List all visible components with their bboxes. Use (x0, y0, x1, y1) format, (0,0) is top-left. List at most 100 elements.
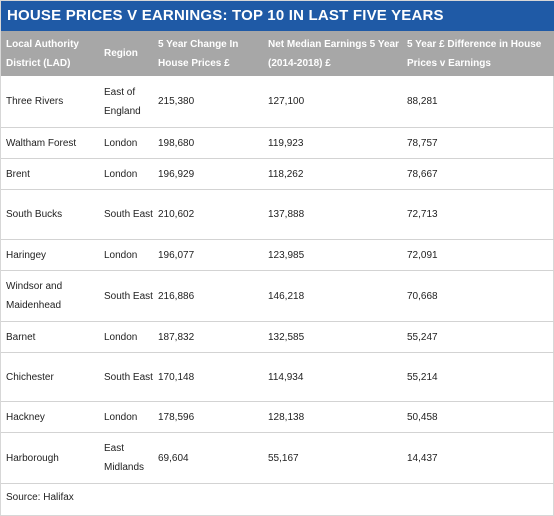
cell-lad: South Bucks (6, 190, 104, 239)
cell-lad-text: Barnet (6, 331, 36, 343)
cell-lad: Barnet (6, 322, 104, 352)
column-header-net-median-earnings-label: Net Median Earnings 5 Year (2014-2018) £ (268, 38, 399, 69)
cell-difference: 55,214 (407, 353, 554, 401)
column-header-net-median-earnings: Net Median Earnings 5 Year (2014-2018) £ (268, 31, 407, 76)
table-row: Harborough East Midlands 69,604 55,167 1… (1, 433, 554, 484)
cell-house-price-change-text: 187,832 (158, 331, 195, 343)
cell-lad: Brent (6, 159, 104, 189)
cell-difference: 78,757 (407, 128, 554, 158)
cell-region-text: London (104, 137, 138, 149)
column-header-house-price-change-label: 5 Year Change In House Prices £ (158, 38, 239, 69)
cell-lad: Waltham Forest (6, 128, 104, 158)
cell-lad-text: Hackney (6, 411, 45, 423)
table-title: HOUSE PRICES V EARNINGS: TOP 10 IN LAST … (1, 1, 554, 31)
cell-house-price-change: 198,680 (158, 128, 268, 158)
cell-net-median-earnings-text: 137,888 (268, 209, 305, 220)
cell-difference-text: 70,668 (407, 290, 438, 302)
cell-region-text: East of England (104, 86, 141, 117)
cell-net-median-earnings: 132,585 (268, 322, 407, 352)
cell-net-median-earnings-text: 127,100 (268, 96, 305, 107)
cell-lad-text: Three Rivers (6, 96, 64, 107)
cell-region: London (104, 128, 158, 158)
cell-house-price-change: 170,148 (158, 353, 268, 401)
cell-net-median-earnings: 118,262 (268, 159, 407, 189)
cell-difference-text: 50,458 (407, 411, 438, 423)
cell-region-text: East Midlands (104, 443, 145, 473)
cell-lad: Haringey (6, 240, 104, 270)
cell-house-price-change-text: 69,604 (158, 452, 189, 464)
cell-region: London (104, 240, 158, 270)
cell-region-text: London (104, 168, 138, 180)
cell-region-text: South East (104, 290, 153, 302)
cell-lad-text: Chichester (6, 371, 54, 383)
cell-region: London (104, 159, 158, 189)
cell-house-price-change: 216,886 (158, 271, 268, 321)
cell-net-median-earnings: 127,100 (268, 76, 407, 127)
cell-net-median-earnings-text: 132,585 (268, 331, 305, 343)
column-header-lad-label: Local Authority District (LAD) (6, 38, 79, 69)
column-header-lad: Local Authority District (LAD) (6, 31, 104, 76)
cell-house-price-change: 210,602 (158, 190, 268, 239)
cell-difference: 50,458 (407, 402, 554, 432)
cell-house-price-change: 196,077 (158, 240, 268, 270)
cell-difference-text: 78,757 (407, 137, 438, 149)
cell-lad-text: Windsor and Maidenhead (6, 281, 63, 311)
cell-difference: 70,668 (407, 271, 554, 321)
cell-net-median-earnings-text: 118,262 (268, 168, 304, 180)
cell-lad: Harborough (6, 433, 104, 483)
table-row: Hackney London 178,596 128,138 50,458 (1, 402, 554, 433)
column-header-difference-label: 5 Year £ Difference in House Prices v Ea… (407, 38, 542, 69)
cell-house-price-change: 178,596 (158, 402, 268, 432)
cell-lad: Windsor and Maidenhead (6, 271, 104, 321)
cell-difference-text: 14,437 (407, 452, 438, 464)
cell-region: London (104, 402, 158, 432)
cell-difference: 72,091 (407, 240, 554, 270)
cell-lad-text: Harborough (6, 452, 59, 464)
cell-difference: 14,437 (407, 433, 554, 483)
table-row: South Bucks South East 210,602 137,888 7… (1, 190, 554, 240)
cell-lad-text: Waltham Forest (6, 137, 77, 149)
cell-lad-text: Brent (6, 168, 30, 180)
cell-house-price-change: 196,929 (158, 159, 268, 189)
cell-net-median-earnings-text: 123,985 (268, 249, 305, 261)
cell-net-median-earnings-text: 119,923 (268, 137, 304, 149)
cell-lad-text: Haringey (6, 249, 47, 261)
cell-lad: Chichester (6, 353, 104, 401)
cell-house-price-change: 215,380 (158, 76, 268, 127)
cell-net-median-earnings-text: 146,218 (268, 290, 305, 302)
cell-net-median-earnings-text: 128,138 (268, 411, 305, 423)
cell-region-text: London (104, 249, 138, 261)
cell-difference-text: 55,247 (407, 331, 438, 343)
cell-net-median-earnings: 123,985 (268, 240, 407, 270)
cell-region-text: London (104, 411, 138, 423)
cell-house-price-change-text: 196,929 (158, 168, 195, 180)
cell-region: London (104, 322, 158, 352)
cell-difference-text: 88,281 (407, 96, 438, 107)
table-row: Windsor and Maidenhead South East 216,88… (1, 271, 554, 322)
cell-difference: 55,247 (407, 322, 554, 352)
cell-lad: Hackney (6, 402, 104, 432)
cell-net-median-earnings-text: 55,167 (268, 452, 299, 464)
cell-region: East Midlands (104, 433, 158, 483)
cell-house-price-change-text: 215,380 (158, 96, 195, 107)
cell-region-text: South East (104, 209, 153, 220)
column-header-region-label: Region (104, 48, 138, 59)
cell-difference-text: 78,667 (407, 168, 438, 180)
cell-net-median-earnings: 137,888 (268, 190, 407, 239)
cell-region: South East (104, 271, 158, 321)
column-header-house-price-change: 5 Year Change In House Prices £ (158, 31, 268, 76)
table-row: Haringey London 196,077 123,985 72,091 (1, 240, 554, 271)
cell-house-price-change-text: 198,680 (158, 137, 195, 149)
column-header-difference: 5 Year £ Difference in House Prices v Ea… (407, 31, 554, 76)
cell-lad: Three Rivers (6, 76, 104, 127)
cell-house-price-change: 187,832 (158, 322, 268, 352)
table-header-row: Local Authority District (LAD) Region 5 … (1, 31, 554, 76)
cell-region-text: London (104, 331, 138, 343)
cell-difference-text: 72,713 (407, 209, 438, 220)
cell-difference: 78,667 (407, 159, 554, 189)
cell-house-price-change-text: 196,077 (158, 249, 195, 261)
cell-house-price-change-text: 210,602 (158, 209, 195, 220)
cell-difference: 88,281 (407, 76, 554, 127)
cell-house-price-change-text: 216,886 (158, 290, 195, 302)
